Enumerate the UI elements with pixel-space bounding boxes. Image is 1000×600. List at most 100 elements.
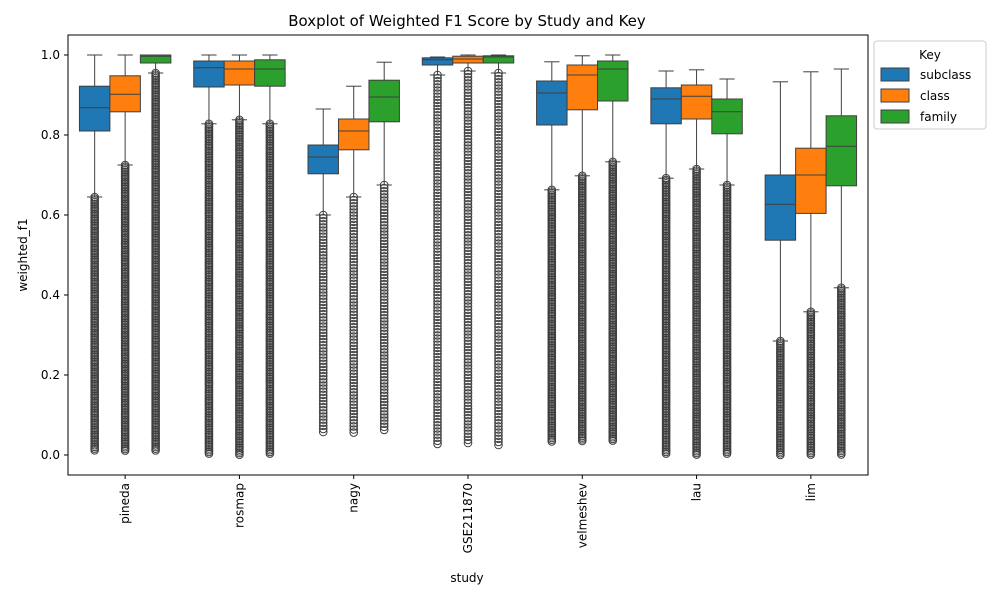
outlier-point [379, 351, 389, 360]
outlier-point [349, 326, 359, 335]
outlier-point [379, 425, 389, 435]
box-subclass-velmeshev [536, 80, 568, 126]
outlier-point [494, 226, 503, 236]
box-subclass-nagy [307, 144, 339, 175]
outlier-point [433, 191, 442, 201]
outlier-point [433, 132, 442, 142]
box-group-class-nagy [337, 85, 370, 437]
outlier-point [433, 235, 442, 244]
outlier-point [494, 357, 503, 366]
outlier-point [494, 87, 503, 96]
outlier-point [379, 357, 389, 367]
outlier-point [433, 272, 442, 281]
outlier-point [463, 147, 473, 156]
outlier-point [349, 366, 359, 375]
outlier-point [349, 406, 359, 416]
outlier-point [433, 405, 442, 415]
outlier-point [463, 327, 473, 336]
outlier-point [318, 303, 328, 313]
box-class-gse211870 [452, 55, 484, 64]
outlier-point [318, 288, 328, 297]
outlier-point [379, 348, 389, 357]
outlier-point [379, 422, 389, 432]
outlier-point [494, 295, 503, 304]
outlier-point [433, 179, 442, 188]
outlier-point [463, 255, 473, 265]
outlier-point [318, 282, 328, 291]
outlier-point [494, 335, 503, 344]
outlier-point [349, 208, 359, 217]
outlier-point [318, 412, 328, 421]
outlier-point [494, 118, 503, 127]
outlier-point [463, 280, 473, 290]
outlier-point [349, 338, 359, 348]
outlier-point [379, 255, 389, 264]
legend: Key subclass class family [873, 40, 987, 130]
legend-swatch-class [880, 88, 910, 103]
outlier-point [318, 402, 328, 412]
outlier-point [494, 270, 503, 279]
outlier-point [494, 90, 503, 99]
outlier-point [379, 369, 389, 379]
outlier-point [494, 403, 503, 413]
outlier-point [379, 323, 389, 332]
outlier-point [463, 355, 473, 364]
x-tick-label-lim: lim [804, 483, 818, 501]
outlier-point [318, 278, 328, 288]
outlier-point [463, 435, 473, 445]
outlier-point [318, 257, 328, 266]
outlier-point [433, 300, 442, 309]
y-tick-label: 0.4 [41, 288, 60, 302]
outlier-point [494, 313, 503, 323]
outlier-point [433, 262, 442, 272]
outlier-point [318, 406, 328, 415]
outlier-point [379, 264, 389, 274]
outlier-point [463, 79, 473, 88]
outlier-point [349, 214, 359, 223]
outlier-point [433, 318, 442, 328]
outlier-point [494, 369, 503, 379]
outlier-point [494, 189, 503, 199]
outlier-point [463, 429, 473, 439]
outlier-point [494, 124, 503, 134]
outlier-point [433, 331, 442, 340]
outlier-point [379, 273, 389, 283]
outlier-point [463, 262, 473, 271]
outlier-point [494, 310, 503, 320]
outlier-point [463, 410, 473, 420]
outlier-point [349, 264, 359, 273]
x-axis-label: study [450, 571, 483, 585]
outlier-point [433, 433, 442, 443]
outlier-point [433, 352, 442, 362]
outlier-point [494, 236, 503, 245]
outlier-point [494, 130, 503, 140]
outlier-point [349, 375, 359, 385]
outlier-point [494, 239, 503, 248]
outlier-point [433, 414, 442, 424]
outlier-point [318, 387, 328, 397]
outlier-point [379, 205, 389, 215]
outlier-point [463, 165, 473, 175]
outlier-point [349, 205, 359, 214]
outlier-point [463, 305, 473, 315]
outlier-point [837, 450, 846, 459]
outlier-point [318, 371, 328, 381]
box-group-class-rosmap [223, 54, 256, 460]
outlier-point [433, 173, 442, 182]
outlier-point [494, 251, 503, 261]
outlier-point [379, 292, 389, 301]
outlier-point [463, 268, 473, 277]
legend-swatch-subclass [880, 67, 910, 82]
outlier-point [349, 217, 359, 227]
outlier-point [494, 381, 503, 391]
y-axis-label: weighted_f1 [16, 218, 30, 291]
outlier-point [433, 231, 442, 241]
outlier-point [318, 347, 328, 356]
outlier-point [349, 276, 359, 286]
outlier-point [379, 366, 389, 376]
outlier-point [379, 242, 389, 252]
outlier-point [463, 113, 473, 122]
outlier-point [463, 423, 473, 432]
outlier-point [433, 76, 442, 86]
outlier-point [494, 242, 503, 251]
